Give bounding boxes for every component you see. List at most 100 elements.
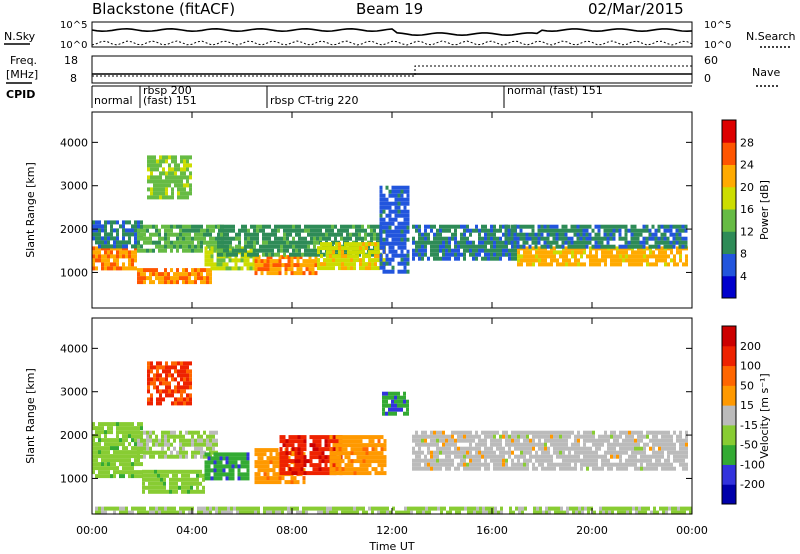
- power-cell: [290, 263, 294, 268]
- power-cell: [143, 240, 146, 245]
- velocity-cell: [442, 462, 445, 467]
- velocity-cell: [294, 439, 298, 444]
- velocity-cell: [547, 462, 550, 467]
- velocity-cell: [623, 510, 626, 515]
- velocity-cell: [194, 430, 197, 435]
- velocity-cell: [473, 506, 476, 511]
- velocity-cell: [541, 454, 544, 459]
- velocity-cell: [445, 434, 448, 439]
- power-cell: [179, 276, 182, 281]
- power-cell: [394, 253, 398, 258]
- power-cell: [564, 236, 568, 241]
- velocity-cell: [159, 377, 162, 382]
- power-cell: [415, 224, 418, 229]
- power-cell: [92, 236, 95, 241]
- velocity-cell: [196, 481, 199, 486]
- velocity-cell: [505, 434, 508, 439]
- power-cell: [238, 244, 241, 249]
- velocity-cell: [359, 506, 362, 511]
- velocity-cell: [275, 456, 279, 461]
- velocity-cell: [362, 471, 366, 476]
- power-cell: [507, 240, 511, 245]
- velocity-cell: [664, 446, 667, 451]
- power-cell: [254, 263, 258, 268]
- power-cell: [329, 254, 332, 259]
- power-cell: [131, 266, 134, 271]
- power-cell: [631, 262, 634, 267]
- power-cell: [104, 228, 107, 233]
- velocity-cell: [502, 462, 505, 467]
- velocity-cell: [216, 464, 220, 469]
- velocity-cell: [511, 466, 514, 471]
- velocity-cell: [324, 467, 328, 472]
- power-cell: [368, 262, 371, 267]
- velocity-cell: [439, 462, 442, 467]
- velocity-cell: [548, 510, 551, 515]
- power-cell: [672, 224, 676, 229]
- velocity-cell: [254, 464, 258, 469]
- velocity-cell: [166, 473, 169, 478]
- velocity-cell: [430, 442, 433, 447]
- velocity-cell: [412, 458, 415, 463]
- power-cell: [385, 201, 389, 206]
- power-cell: [394, 209, 398, 214]
- velocity-cell: [176, 450, 179, 455]
- velocity-cell: [631, 454, 634, 459]
- velocity-cell: [664, 466, 667, 471]
- power-cell: [119, 244, 122, 249]
- power-cell: [397, 213, 401, 218]
- velocity-cell: [508, 438, 511, 443]
- power-cell: [594, 232, 598, 237]
- power-cell: [150, 171, 153, 176]
- velocity-cell: [291, 443, 295, 448]
- power-cell: [182, 240, 185, 245]
- velocity-cell: [526, 458, 529, 463]
- velocity-cell: [598, 434, 601, 439]
- power-cell: [189, 191, 192, 196]
- velocity-cell: [272, 464, 276, 469]
- velocity-cell: [199, 469, 202, 474]
- power-cell: [547, 262, 550, 267]
- velocity-cell: [294, 467, 298, 472]
- velocity-cell: [517, 434, 520, 439]
- power-cell: [418, 252, 421, 257]
- velocity-cell: [442, 430, 445, 435]
- velocity-cell: [341, 471, 345, 476]
- power-cell: [346, 236, 349, 241]
- velocity-cell: [181, 473, 184, 478]
- velocity-cell: [197, 434, 200, 439]
- velocity-cell: [206, 434, 209, 439]
- velocity-cell: [433, 434, 436, 439]
- velocity-cell: [101, 422, 104, 427]
- power-cell: [472, 240, 475, 245]
- power-cell: [606, 232, 610, 237]
- power-cell: [660, 236, 664, 241]
- velocity-cell: [457, 438, 460, 443]
- velocity-cell: [655, 462, 658, 467]
- velocity-cell: [251, 510, 254, 515]
- velocity-cell: [321, 447, 325, 452]
- velocity-cell: [146, 434, 149, 439]
- power-cell: [394, 189, 398, 194]
- power-cell: [171, 175, 174, 180]
- velocity-cell: [161, 442, 164, 447]
- velocity-cell: [312, 443, 316, 448]
- power-cell: [356, 246, 359, 251]
- velocity-cell: [569, 506, 572, 511]
- power-cell: [368, 254, 371, 259]
- velocity-cell: [119, 426, 122, 431]
- power-cell: [508, 256, 511, 261]
- velocity-cell: [134, 454, 137, 459]
- velocity-cell: [658, 458, 661, 463]
- velocity-cell: [463, 466, 466, 471]
- velocity-cell: [380, 455, 384, 460]
- power-cell: [346, 232, 349, 237]
- velocity-cell: [574, 438, 577, 443]
- power-cell: [553, 258, 556, 263]
- velocity-cell: [282, 459, 286, 464]
- power-cell: [153, 155, 156, 160]
- power-cell: [254, 259, 258, 264]
- velocity-cell: [335, 455, 339, 460]
- power-cell: [556, 262, 559, 267]
- velocity-cell: [613, 454, 616, 459]
